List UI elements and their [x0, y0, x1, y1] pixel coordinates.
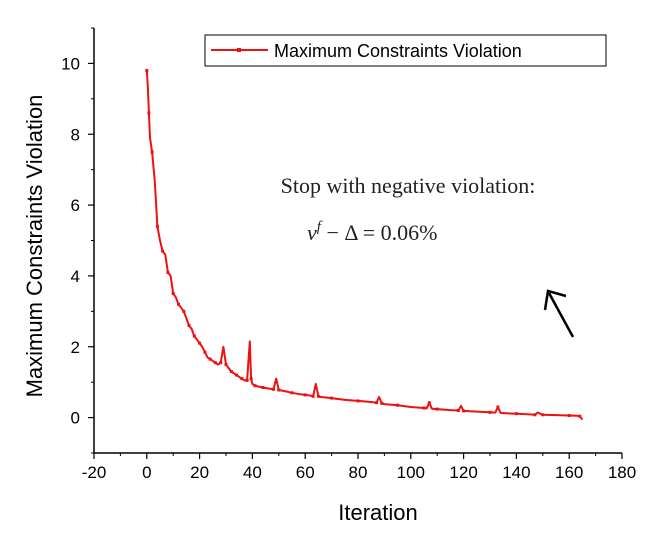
- data-point: [578, 414, 582, 418]
- data-point: [161, 249, 165, 253]
- data-point: [541, 413, 545, 417]
- y-tick-label: 6: [71, 196, 80, 215]
- series-layer: [145, 69, 584, 421]
- legend-label: Maximum Constraints Violation: [274, 41, 522, 61]
- data-point: [514, 412, 518, 416]
- legend-box: [204, 34, 607, 67]
- data-point: [311, 394, 315, 398]
- arrow-icon: [543, 289, 575, 338]
- data-point: [192, 334, 196, 338]
- x-tick-label: 40: [243, 463, 262, 482]
- x-tick-label: 120: [449, 463, 477, 482]
- data-point: [261, 386, 265, 389]
- data-point: [396, 403, 400, 407]
- data-point: [203, 350, 207, 354]
- data-point: [462, 409, 466, 413]
- data-point: [219, 361, 223, 365]
- data-point: [198, 341, 202, 345]
- data-point: [422, 406, 426, 410]
- data-point: [488, 410, 492, 414]
- data-point: [177, 302, 180, 306]
- x-tick-label: 80: [349, 463, 368, 482]
- data-point: [213, 361, 217, 365]
- data-point: [375, 401, 378, 405]
- data-point: [303, 393, 307, 397]
- data-point: [533, 413, 537, 417]
- data-point: [380, 401, 384, 405]
- data-point: [567, 414, 571, 417]
- data-point: [456, 409, 460, 412]
- data-point: [272, 387, 275, 391]
- y-tick-label: 4: [71, 267, 80, 286]
- data-point: [356, 399, 360, 403]
- x-tick-label: 180: [608, 463, 636, 482]
- legend: Maximum Constraints Violation: [204, 34, 607, 67]
- data-point: [435, 407, 439, 411]
- legend-marker-sample: [237, 48, 241, 52]
- y-tick-label: 10: [61, 54, 80, 73]
- data-point: [240, 377, 244, 381]
- tick-labels: -20 0 20 40 60 80 100 120 140 160 180 0 2 4 6 8 10: [61, 54, 636, 482]
- data-point: [145, 69, 149, 72]
- y-tick-label: 8: [71, 125, 80, 144]
- data-point: [496, 405, 500, 409]
- formula-rest: − Δ = 0.06%: [321, 220, 438, 245]
- data-point: [224, 363, 228, 366]
- data-point: [316, 394, 320, 398]
- y-tick-label: 0: [71, 409, 80, 428]
- data-point: [235, 373, 239, 377]
- data-point: [166, 270, 170, 274]
- data-point: [330, 396, 334, 400]
- data-point: [171, 292, 175, 296]
- data-point: [249, 377, 253, 381]
- data-point: [229, 370, 233, 373]
- data-point: [208, 357, 212, 361]
- x-tick-label: 20: [190, 463, 209, 482]
- x-tick-label: 160: [555, 463, 583, 482]
- formula-superscript: f: [317, 219, 323, 235]
- data-point: [182, 309, 186, 313]
- data-point: [290, 391, 294, 395]
- annotation: Stop with negative violation: νf − Δ = 0…: [281, 173, 575, 338]
- x-axis-title: Iteration: [338, 500, 418, 525]
- y-axis-title: Maximum Constraints Violation: [22, 95, 47, 398]
- data-point: [277, 388, 281, 392]
- data-point: [427, 401, 431, 405]
- formula-nu: ν: [307, 220, 317, 245]
- series-line: [145, 70, 584, 421]
- ticks: [88, 27, 623, 459]
- x-tick-label: -20: [82, 463, 107, 482]
- data-point: [150, 150, 154, 154]
- x-tick-label: 140: [502, 463, 530, 482]
- x-tick-label: 60: [296, 463, 315, 482]
- data-point: [187, 324, 191, 327]
- data-point: [147, 111, 151, 115]
- x-tick-label: 100: [397, 463, 425, 482]
- annotation-line-1: Stop with negative violation:: [281, 173, 536, 198]
- y-tick-label: 2: [71, 338, 80, 357]
- x-tick-label: 0: [142, 463, 151, 482]
- data-point: [245, 378, 249, 382]
- annotation-formula: νf − Δ = 0.06%: [307, 219, 438, 245]
- data-point: [253, 384, 257, 388]
- data-point: [155, 224, 159, 228]
